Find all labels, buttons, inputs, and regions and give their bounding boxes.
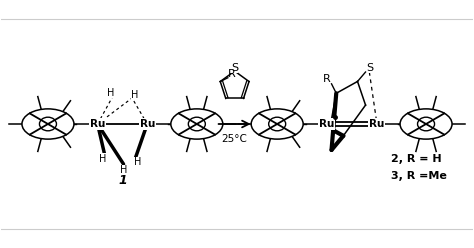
Ellipse shape — [251, 109, 303, 139]
Ellipse shape — [171, 109, 223, 139]
Text: H: H — [134, 157, 141, 167]
Ellipse shape — [22, 109, 74, 139]
Ellipse shape — [400, 109, 452, 139]
Text: Ru: Ru — [319, 119, 335, 129]
Text: H: H — [120, 165, 127, 175]
Text: Ru: Ru — [90, 119, 105, 129]
Text: 3, R =Me: 3, R =Me — [391, 171, 447, 181]
Text: 25°C: 25°C — [222, 134, 247, 144]
Text: 1: 1 — [118, 174, 127, 187]
Text: H: H — [107, 88, 114, 98]
Text: S: S — [231, 63, 238, 73]
Text: H: H — [131, 90, 138, 100]
Text: S: S — [366, 63, 373, 73]
Text: Ru: Ru — [139, 119, 155, 129]
Text: R: R — [228, 69, 236, 79]
Text: R: R — [323, 74, 331, 84]
Text: 2, R = H: 2, R = H — [391, 155, 441, 164]
Text: H: H — [99, 154, 107, 163]
Text: Ru: Ru — [369, 119, 384, 129]
